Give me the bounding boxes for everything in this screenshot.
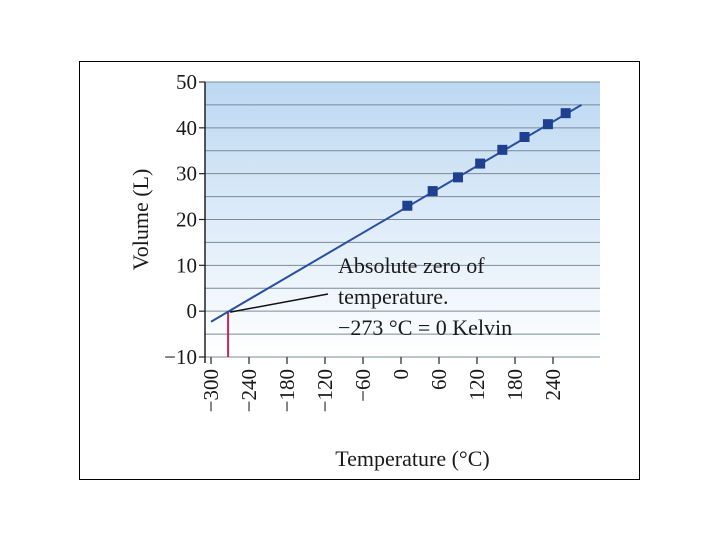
x-tick-label: −180 <box>275 369 299 412</box>
data-point <box>427 186 438 197</box>
annotation-pointer <box>229 293 329 313</box>
x-tick-label: 240 <box>541 369 565 401</box>
grid <box>205 81 600 358</box>
x-tick-label: −120 <box>313 369 337 412</box>
x-tick-label: 180 <box>503 369 527 401</box>
x-tick-label: −240 <box>237 369 261 412</box>
annotation-line: temperature. <box>338 284 449 309</box>
annotation: Absolute zero of temperature. −273 °C = 0 … <box>229 253 512 340</box>
y-tick-label: 0 <box>187 299 198 323</box>
x-tick-label: −300 <box>199 369 223 412</box>
data-point <box>542 119 553 130</box>
y-tick-label: −10 <box>164 345 197 369</box>
data-point <box>519 132 530 142</box>
data-point <box>560 108 571 119</box>
annotation-line: Absolute zero of <box>338 253 485 278</box>
data-point <box>497 144 508 155</box>
x-tick-label: 60 <box>427 369 451 390</box>
data-layer <box>210 104 583 357</box>
x-tick-label: 0 <box>389 369 413 380</box>
y-tick-label: 30 <box>176 162 197 186</box>
annotation-line: −273 °C = 0 Kelvin <box>338 315 512 340</box>
chart-figure: −10 0 10 20 30 40 50 −300 −240 −180 −120 −60 0 60 120 1… <box>79 61 640 480</box>
x-tick-label: −60 <box>351 369 375 402</box>
x-tick-label: 120 <box>465 369 489 401</box>
y-tick-label: 40 <box>176 116 197 140</box>
x-axis-title: Temperature (°C) <box>335 446 489 471</box>
data-point <box>475 158 486 169</box>
axes: −10 0 10 20 30 40 50 −300 −240 −180 −120 −60 0 60 120 1… <box>164 70 565 412</box>
y-tick-label: 50 <box>176 70 197 94</box>
data-point <box>453 172 463 183</box>
y-tick-label: 20 <box>176 208 197 232</box>
y-axis-title: Volume (L) <box>128 169 153 271</box>
y-tick-label: 10 <box>176 253 197 277</box>
chart-svg: −10 0 10 20 30 40 50 −300 −240 −180 −120 −60 0 60 120 1… <box>128 70 600 471</box>
data-point <box>402 200 413 211</box>
